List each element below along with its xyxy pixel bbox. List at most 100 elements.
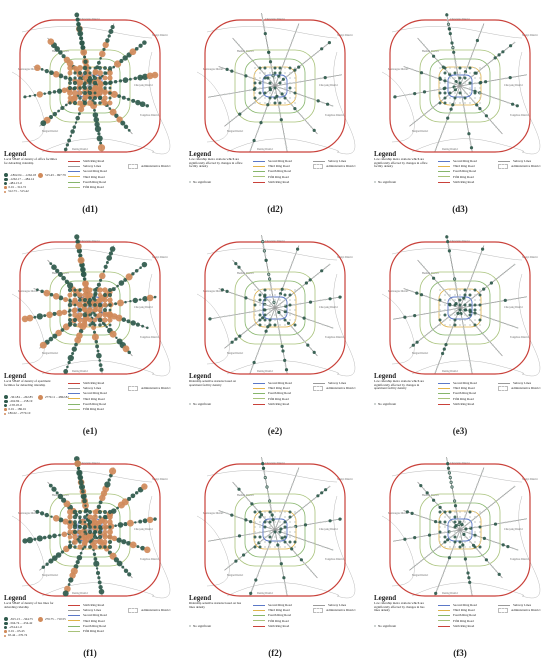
metro-station (93, 313, 97, 317)
legend-line-item: Fifth Ring Road (68, 407, 107, 412)
metro-station (416, 119, 418, 122)
metro-station (284, 531, 286, 533)
metro-station (87, 514, 93, 520)
metro-station (264, 329, 268, 333)
metro-station (524, 296, 526, 298)
metro-station (95, 344, 100, 349)
metro-station (438, 76, 442, 80)
metro-station (233, 535, 236, 538)
fourth-ring-road (244, 58, 306, 114)
metro-station (274, 516, 276, 518)
metro-station (78, 254, 82, 257)
metro-station (415, 514, 418, 516)
metro-station (443, 570, 446, 572)
legend-ring-roads: Second Ring Road Third Ring Road Fourth Ri… (253, 603, 292, 629)
metro-station (479, 69, 481, 71)
metro-station (63, 75, 68, 80)
metro-station (294, 102, 296, 104)
metro-station (83, 59, 88, 64)
metro-station (52, 333, 58, 339)
metro-station (464, 102, 466, 104)
metro-station (439, 135, 442, 137)
metro-station (443, 101, 447, 105)
district-boundary (226, 360, 340, 375)
metro-station (142, 296, 148, 302)
metro-station (266, 547, 269, 550)
metro-station (475, 103, 479, 107)
metro-station (258, 66, 262, 70)
metro-station (514, 75, 516, 78)
metro-station (471, 275, 474, 277)
metro-station (83, 91, 87, 95)
district-label: Daxing District (72, 592, 88, 595)
metro-station (269, 532, 272, 535)
metro-station (277, 104, 280, 107)
metro-station (294, 319, 296, 321)
metro-station (279, 87, 281, 89)
metro-station (503, 298, 507, 302)
metro-station (274, 309, 276, 311)
metro-station (453, 56, 456, 58)
metro-station (338, 295, 342, 299)
metro-station (77, 112, 81, 116)
metro-station (234, 262, 238, 266)
metro-station (283, 354, 285, 357)
metro-station (263, 66, 267, 70)
district-label: Haidian District (237, 494, 254, 497)
metro-station (478, 35, 481, 37)
metro-station (77, 302, 83, 308)
metro-station (420, 560, 422, 562)
metro-station (507, 323, 509, 326)
fifth-ring-road (234, 271, 316, 345)
metro-station (263, 288, 267, 292)
metro-station (68, 313, 72, 317)
metro-station (108, 323, 112, 327)
metro-station (87, 317, 93, 323)
metro-station (289, 534, 291, 537)
metro-station (513, 41, 516, 44)
fourth-ring-road (59, 502, 121, 558)
metro-station (254, 77, 256, 79)
district-label: Tongzhou District (325, 336, 344, 339)
district-label: Daxing District (72, 370, 88, 373)
metro-station (62, 590, 69, 597)
legend-class-item: No significant (374, 402, 434, 406)
metro-station (123, 124, 129, 130)
metro-station (428, 90, 431, 92)
metro-station (235, 116, 237, 118)
metro-station (497, 320, 500, 323)
metro-station (87, 297, 93, 303)
metro-station (455, 94, 458, 97)
metro-station (304, 80, 307, 82)
metro-station (260, 69, 263, 72)
metro-station (82, 292, 88, 298)
metro-station (438, 318, 442, 322)
legend-line-swatch (128, 608, 138, 613)
metro-station (295, 474, 297, 477)
metro-station (453, 500, 456, 502)
metro-station (278, 101, 282, 105)
metro-station (87, 292, 93, 298)
metro-station (126, 319, 131, 324)
metro-station (55, 552, 62, 558)
metro-station (258, 570, 261, 572)
metro-station (298, 93, 301, 96)
metro-station (469, 97, 471, 99)
metro-station (284, 82, 286, 84)
legend-line-item: Third Ring Road (68, 175, 107, 180)
metro-station (289, 536, 291, 538)
metro-station (449, 521, 451, 523)
metro-station (470, 590, 473, 593)
metro-station (439, 284, 441, 287)
metro-station (331, 548, 334, 551)
metro-station (88, 71, 92, 75)
metro-station (109, 108, 117, 116)
metro-station (488, 118, 491, 121)
metro-station (469, 536, 471, 538)
legend-line-item: Subway Lines (68, 386, 107, 391)
legend-line-swatch (68, 160, 80, 162)
metro-station (474, 536, 476, 538)
legend-other: Subway Lines Administrative District (498, 159, 540, 170)
metro-station (439, 87, 441, 89)
metro-station (479, 551, 481, 554)
